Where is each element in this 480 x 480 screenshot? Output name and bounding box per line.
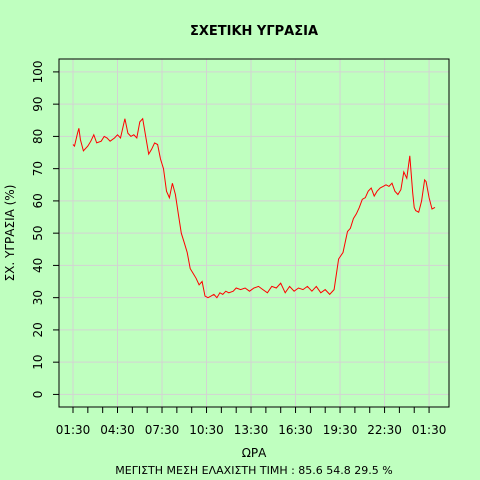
x-tick-label: 16:30: [278, 423, 313, 437]
y-tick-label: 0: [31, 391, 45, 399]
y-tick-label: 100: [31, 60, 45, 83]
x-tick-label: 22:30: [367, 423, 402, 437]
series-line: [72, 117, 436, 299]
y-tick-label: 70: [31, 161, 45, 176]
y-tick-label: 40: [31, 258, 45, 273]
x-axis: 01:30 04:30 07:30 10:30 13:30 16:30 19:30 22:30…: [56, 407, 447, 437]
grid: [59, 59, 449, 407]
y-tick-label: 60: [31, 193, 45, 208]
y-tick-label: 80: [31, 129, 45, 144]
y-tick-label: 10: [31, 355, 45, 370]
x-tick-label: 01:30: [56, 423, 91, 437]
x-tick-label: 04:30: [100, 423, 135, 437]
x-axis-label: ΩΡΑ: [242, 446, 267, 460]
x-tick-label: 10:30: [189, 423, 224, 437]
x-tick-label: 13:30: [234, 423, 269, 437]
y-tick-label: 30: [31, 290, 45, 305]
x-tick-label: 01:30: [412, 423, 447, 437]
x-tick-label: 07:30: [145, 423, 180, 437]
y-tick-label: 50: [31, 226, 45, 241]
x-tick-label: 19:30: [323, 423, 358, 437]
y-tick-label: 90: [31, 97, 45, 112]
chart-title: ΣΧΕΤΙΚΗ ΥΓΡΑΣΙΑ: [190, 24, 318, 39]
y-axis-label: ΣΧ. ΥΓΡΑΣΙΑ (%): [3, 185, 17, 282]
stats-footer: ΜΕΓΙΣΤΗ ΜΕΣΗ ΕΛΑΧΙΣΤΗ ΤΙΜΗ : 85.6 54.8 2…: [115, 464, 392, 477]
y-axis: 0 10 20 30 40 50 60 70 80 90 100: [31, 60, 59, 398]
y-tick-label: 20: [31, 322, 45, 337]
